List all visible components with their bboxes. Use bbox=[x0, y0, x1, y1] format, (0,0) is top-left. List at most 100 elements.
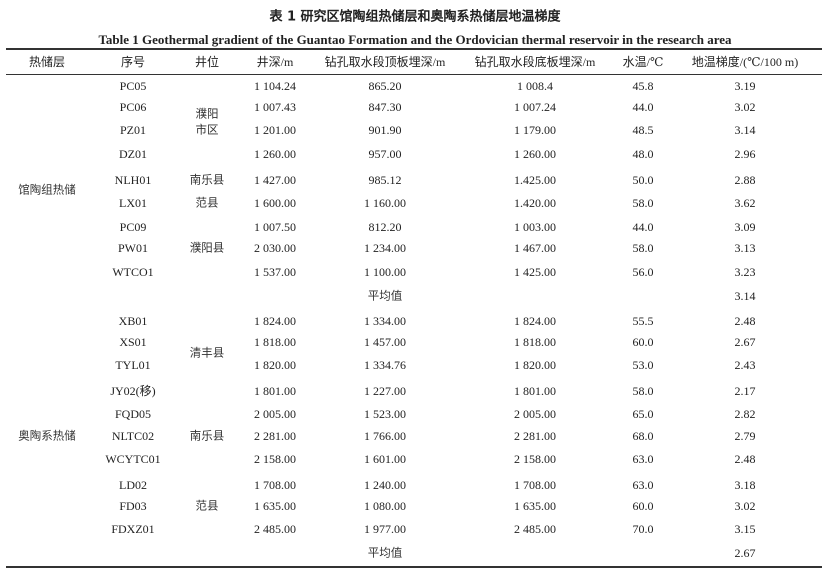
well-location: 范县 bbox=[195, 195, 219, 210]
table-cell: 45.8 bbox=[632, 79, 654, 93]
table-cell: 2.88 bbox=[734, 173, 756, 187]
table-cell: 44.0 bbox=[632, 220, 654, 234]
table-cell: 957.00 bbox=[368, 147, 402, 161]
table-cell: 1 801.00 bbox=[514, 384, 556, 398]
table-cell: LD02 bbox=[119, 478, 147, 492]
table-cell: 1 104.24 bbox=[254, 79, 296, 93]
table-cell: 58.0 bbox=[632, 384, 654, 398]
table-cell: 3.15 bbox=[734, 522, 756, 536]
table-cell: 2 485.00 bbox=[254, 522, 296, 536]
table-cell: 1 708.00 bbox=[254, 478, 296, 492]
column-header: 钻孔取水段底板埋深/m bbox=[474, 55, 596, 69]
table-cell: 56.0 bbox=[632, 265, 654, 279]
reservoir-label: 馆陶组热储 bbox=[18, 182, 76, 197]
table-cell: PZ01 bbox=[119, 123, 147, 137]
table-cell: 1.425.00 bbox=[514, 173, 556, 187]
table-cell: 1 708.00 bbox=[514, 478, 556, 492]
table-cell: FD03 bbox=[119, 499, 147, 513]
table-cell: 3.02 bbox=[734, 100, 756, 114]
table-cell: 1 160.00 bbox=[364, 196, 406, 210]
well-location: 濮阳县 bbox=[189, 240, 225, 255]
table-cell: 1 601.00 bbox=[364, 452, 406, 466]
table-cell: JY02(移) bbox=[110, 384, 156, 398]
table-cell: 58.0 bbox=[632, 196, 654, 210]
table-cell: 1 334.76 bbox=[364, 358, 406, 372]
table-cell: 2.67 bbox=[734, 335, 756, 349]
table-cell: 60.0 bbox=[632, 335, 654, 349]
table-cell: FQD05 bbox=[114, 407, 152, 421]
table-cell: PC06 bbox=[119, 100, 147, 114]
table-cell: 1 427.00 bbox=[254, 173, 296, 187]
table-cell: XS01 bbox=[119, 335, 147, 349]
table-cell: DZ01 bbox=[119, 147, 147, 161]
column-header: 序号 bbox=[120, 55, 146, 69]
table-caption-cn: 表 1 研究区馆陶组热储层和奥陶系热储层地温梯度 bbox=[269, 9, 561, 25]
table-cell: 1 008.4 bbox=[517, 79, 553, 93]
table-cell: 1 820.00 bbox=[514, 358, 556, 372]
table-cell: 1 007.43 bbox=[254, 100, 296, 114]
table-cell: NLTC02 bbox=[111, 429, 155, 443]
column-header: 地温梯度/(℃/100 m) bbox=[691, 55, 799, 69]
table-cell: 1 824.00 bbox=[254, 314, 296, 328]
table-cell: 2 281.00 bbox=[254, 429, 296, 443]
bottom-rule bbox=[6, 566, 822, 568]
top-rule bbox=[6, 48, 822, 50]
table-cell: 1 635.00 bbox=[254, 499, 296, 513]
table-cell: 1 977.00 bbox=[364, 522, 406, 536]
table-cell: XB01 bbox=[118, 314, 148, 328]
table-cell: 1.420.00 bbox=[514, 196, 556, 210]
table-caption-en: Table 1 Geothermal gradient of the Guant… bbox=[98, 32, 732, 47]
average-label: 平均值 bbox=[367, 288, 403, 303]
table-cell: 1 537.00 bbox=[254, 265, 296, 279]
table-cell: 2.79 bbox=[734, 429, 756, 443]
table-cell: 1 467.00 bbox=[514, 241, 556, 255]
table-cell: 1 100.00 bbox=[364, 265, 406, 279]
table-cell: 65.0 bbox=[632, 407, 654, 421]
table-cell: 1 818.00 bbox=[254, 335, 296, 349]
table-cell: 55.5 bbox=[632, 314, 654, 328]
table-cell: NLH01 bbox=[114, 173, 152, 187]
table-cell: 3.13 bbox=[734, 241, 756, 255]
well-location: 市区 bbox=[195, 122, 219, 137]
column-header: 水温/℃ bbox=[622, 55, 664, 69]
table-cell: 63.0 bbox=[632, 478, 654, 492]
table-cell: 2 005.00 bbox=[254, 407, 296, 421]
table-cell: 3.23 bbox=[734, 265, 756, 279]
average-label: 平均值 bbox=[367, 545, 403, 560]
table-cell: 2.43 bbox=[734, 358, 756, 372]
column-header: 热储层 bbox=[28, 55, 66, 69]
table-cell: PC09 bbox=[119, 220, 147, 234]
table-cell: 2.48 bbox=[734, 314, 756, 328]
table-cell: 1 260.00 bbox=[254, 147, 296, 161]
table-cell: 2 158.00 bbox=[514, 452, 556, 466]
table-cell: 2 030.00 bbox=[254, 241, 296, 255]
table-cell: 3.18 bbox=[734, 478, 756, 492]
well-location: 清丰县 bbox=[189, 345, 225, 360]
table-cell: TYL01 bbox=[115, 358, 151, 372]
reservoir-label: 奥陶系热储 bbox=[18, 428, 76, 443]
table-cell: 1 179.00 bbox=[514, 123, 556, 137]
table-cell: 1 227.00 bbox=[364, 384, 406, 398]
table-cell: 44.0 bbox=[632, 100, 654, 114]
column-header: 井深/m bbox=[256, 55, 294, 69]
table-cell: 1 600.00 bbox=[254, 196, 296, 210]
table-cell: 2.48 bbox=[734, 452, 756, 466]
table-cell: 60.0 bbox=[632, 499, 654, 513]
table-cell: 1 820.00 bbox=[254, 358, 296, 372]
table-cell: 53.0 bbox=[632, 358, 654, 372]
table-cell: 2 158.00 bbox=[254, 452, 296, 466]
table-cell: 1 766.00 bbox=[364, 429, 406, 443]
table-cell: 3.62 bbox=[734, 196, 756, 210]
table-cell: 1 007.24 bbox=[514, 100, 556, 114]
table-cell: 2.82 bbox=[734, 407, 756, 421]
table-cell: 1 234.00 bbox=[364, 241, 406, 255]
table-cell: 1 824.00 bbox=[514, 314, 556, 328]
table-cell: 812.20 bbox=[368, 220, 402, 234]
table-cell: 2.17 bbox=[734, 384, 756, 398]
table-cell: 2 281.00 bbox=[514, 429, 556, 443]
column-header: 井位 bbox=[194, 55, 220, 69]
table-cell: FDXZ01 bbox=[111, 522, 155, 536]
table-cell: 2 005.00 bbox=[514, 407, 556, 421]
table-cell: 847.30 bbox=[368, 100, 402, 114]
